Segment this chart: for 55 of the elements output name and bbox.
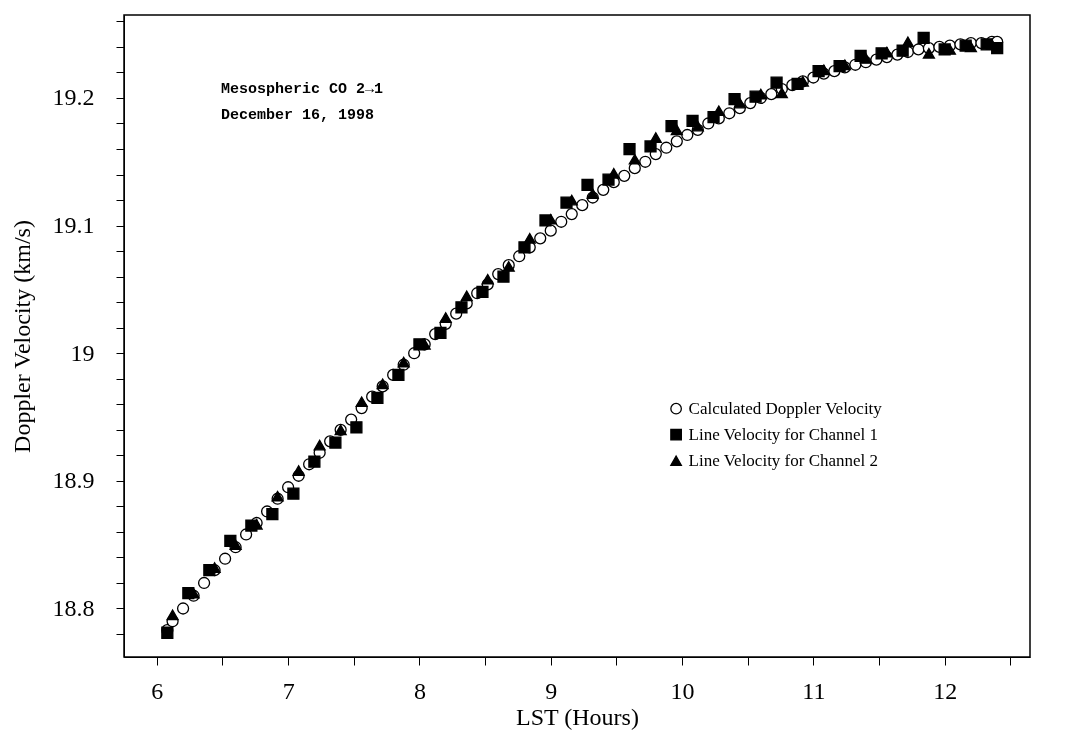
point [287, 487, 300, 500]
point [691, 120, 704, 132]
point [308, 455, 321, 468]
point [371, 391, 384, 405]
point [460, 290, 473, 302]
y-axis-title: Doppler Velocity (km/s) [8, 220, 35, 453]
point [439, 312, 452, 323]
annotation: December 16, 1998 [221, 107, 375, 124]
point [896, 44, 909, 57]
point [686, 114, 699, 128]
point [350, 421, 363, 434]
point [775, 87, 788, 99]
y-tick-label: 18.8 [52, 595, 95, 621]
x-tick-label: 12 [933, 677, 958, 704]
point [292, 465, 305, 477]
annotation: Mesospheric CO 2→1 [221, 81, 384, 98]
point [455, 301, 468, 314]
legend-label: Calculated Doppler Velocity [688, 398, 883, 418]
point [266, 507, 279, 521]
y-tick-label: 19.2 [52, 84, 95, 111]
y-tick-label: 19 [70, 339, 95, 366]
y-tick-label: 18.9 [52, 467, 95, 494]
point [481, 273, 494, 285]
point [628, 153, 641, 165]
point [392, 368, 405, 382]
legend-label: Line Velocity for Channel 1 [688, 424, 879, 444]
point [523, 232, 536, 244]
point [623, 142, 636, 156]
x-tick-label: 6 [151, 677, 164, 704]
x-tick-label: 11 [802, 677, 826, 704]
y-tick-label: 19.1 [52, 212, 95, 239]
point [964, 41, 978, 53]
point [329, 436, 342, 449]
point [649, 132, 662, 143]
point [586, 188, 599, 200]
point [670, 124, 683, 136]
point [922, 47, 936, 59]
point [733, 97, 746, 109]
point [859, 53, 872, 64]
point [581, 178, 594, 191]
point [770, 76, 783, 89]
point [166, 609, 179, 621]
x-tick-label: 9 [545, 677, 558, 704]
x-axis-title: LST (Hours) [516, 703, 639, 730]
point [355, 396, 368, 408]
point [476, 285, 489, 299]
point [434, 326, 447, 339]
x-tick-label: 8 [413, 677, 426, 704]
point [917, 31, 930, 45]
point [497, 270, 510, 283]
x-tick-label: 7 [282, 677, 295, 704]
legend-label: Line Velocity for Channel 2 [688, 450, 879, 470]
point [901, 36, 915, 48]
x-tick-label: 10 [670, 677, 695, 704]
point [313, 439, 326, 451]
